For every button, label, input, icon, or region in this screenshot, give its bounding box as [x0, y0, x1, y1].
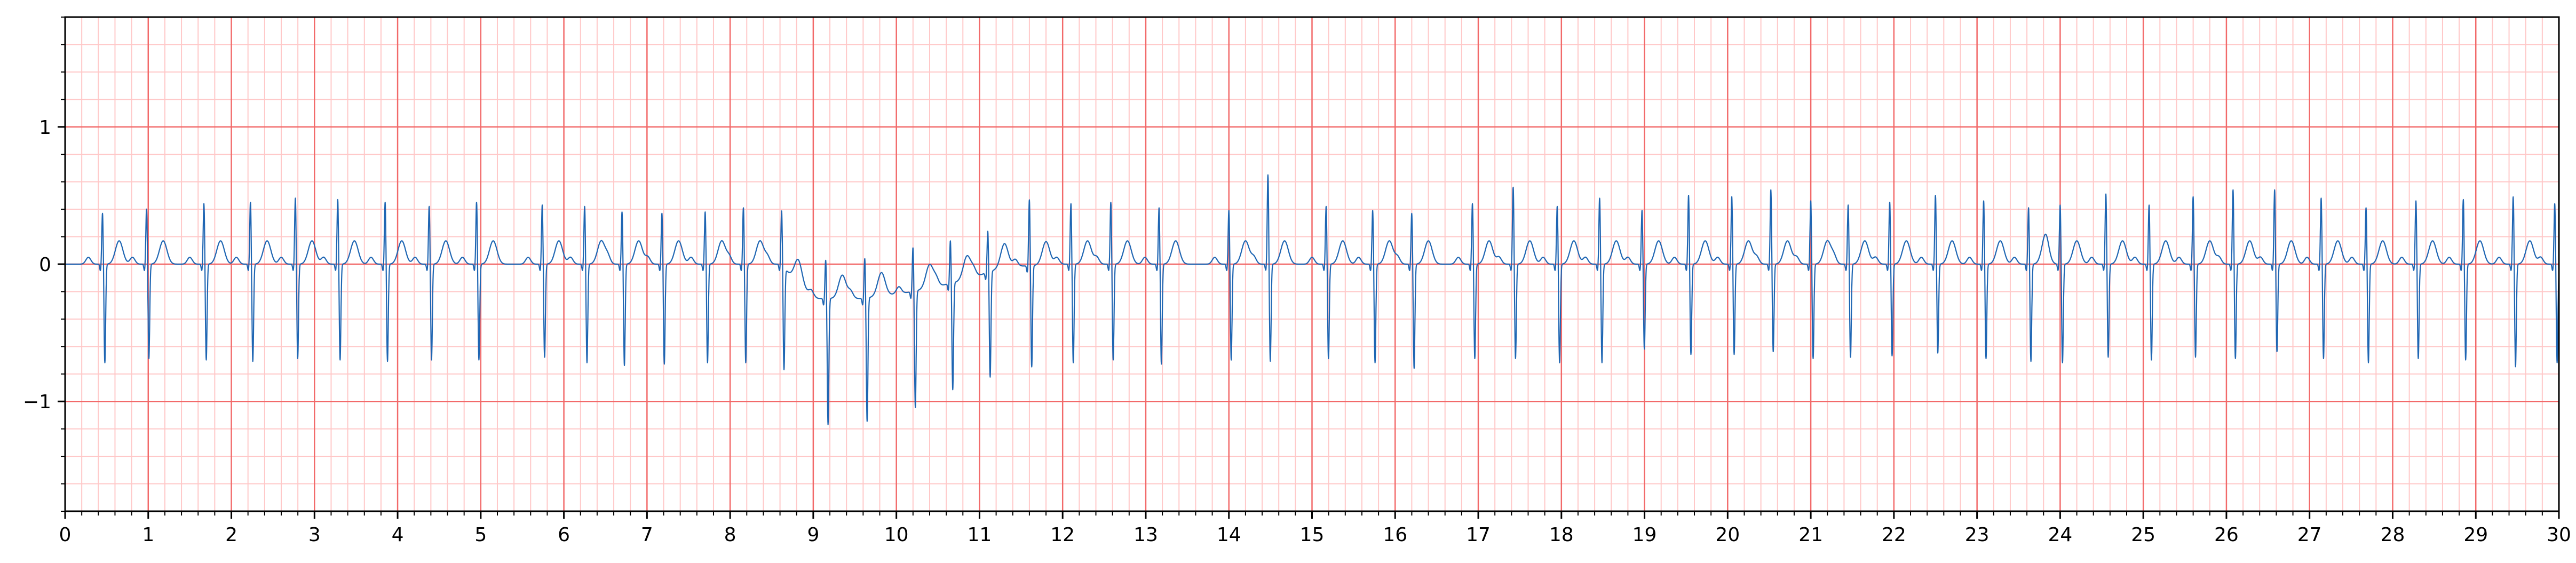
ecg-trace-line [65, 174, 2560, 425]
x-axis: 0 1 2 3 4 5 6 7 8 9 10 11 12 13 14 15 16 17 18 19 20 21 22 23 24… [59, 511, 2571, 546]
r-peak-point [1770, 188, 1771, 189]
r-peak-point [2415, 199, 2416, 200]
r-peak-point [1326, 204, 1327, 205]
r-peak-point [476, 201, 477, 202]
x-tick-label: 26 [2214, 524, 2239, 546]
x-tick-label: 16 [1383, 524, 1407, 546]
r-peak-point [2274, 188, 2275, 189]
x-tick-label: 6 [558, 524, 570, 546]
r-peak-point [781, 209, 782, 210]
r-peak-point [1731, 195, 1732, 196]
r-peak-point [1983, 199, 1984, 200]
y-tick-label: −1 [23, 391, 51, 413]
x-tick-label: 12 [1050, 524, 1075, 546]
x-tick-label: 4 [392, 524, 404, 546]
r-peak-point [2232, 188, 2233, 189]
r-peak-point [1159, 206, 1160, 207]
x-tick-label: 19 [1632, 524, 1657, 546]
x-tick-label: 10 [884, 524, 909, 546]
x-tick-label: 3 [308, 524, 321, 546]
r-peak-point [102, 211, 103, 212]
r-peak-point [2512, 195, 2514, 196]
r-peak-point [2059, 203, 2060, 204]
ecg-trace-series [65, 173, 2560, 425]
r-peak-point [1472, 202, 1473, 203]
x-tick-label: 21 [1798, 524, 1823, 546]
x-tick-label: 25 [2131, 524, 2155, 546]
x-tick-label: 27 [2297, 524, 2322, 546]
r-peak-point [1071, 202, 1072, 203]
x-tick-label: 22 [1882, 524, 1906, 546]
y-tick-label: 1 [39, 117, 51, 139]
r-peak-point [1848, 203, 1849, 204]
r-peak-point [250, 201, 251, 202]
r-peak-point [1889, 201, 1890, 202]
r-peak-point [1411, 211, 1412, 212]
r-peak-point [1935, 194, 1936, 195]
r-peak-point [1810, 199, 1811, 200]
r-peak-point [661, 211, 662, 212]
major-grid [64, 17, 2560, 511]
r-peak-point [987, 229, 988, 231]
r-peak-point [1557, 204, 1558, 205]
r-peak-point [542, 203, 543, 204]
r-peak-point [2366, 206, 2367, 207]
r-peak-point [1111, 201, 1112, 202]
x-tick-label: 9 [807, 524, 819, 546]
r-peak-point [825, 258, 826, 259]
x-tick-label: 23 [1965, 524, 1990, 546]
x-tick-label: 11 [968, 524, 992, 546]
r-peak-point [1372, 209, 1373, 210]
r-peak-point [2193, 195, 2194, 196]
r-peak-point [622, 210, 623, 211]
r-peak-point [2149, 203, 2150, 204]
x-tick-label: 18 [1549, 524, 1574, 546]
r-peak-point [1599, 196, 1600, 197]
r-peak-point [2028, 206, 2029, 207]
x-tick-label: 15 [1300, 524, 1325, 546]
x-tick-label: 1 [142, 524, 154, 546]
r-peak-point [337, 198, 338, 199]
r-peak-point [950, 239, 951, 240]
r-peak-point [146, 208, 147, 209]
x-tick-label: 28 [2381, 524, 2405, 546]
x-tick-label: 0 [59, 524, 72, 546]
x-tick-label: 2 [225, 524, 237, 546]
x-tick-label: 5 [474, 524, 487, 546]
x-tick-label: 8 [724, 524, 736, 546]
y-axis: −1 0 1 [23, 17, 65, 512]
x-tick-label: 29 [2463, 524, 2488, 546]
r-peak-point [385, 201, 386, 202]
r-peak-point [2554, 202, 2555, 203]
r-peak-point [203, 202, 204, 203]
r-peak-point [295, 196, 296, 197]
r-peak-point [743, 206, 744, 207]
r-peak-point [1228, 209, 1230, 210]
r-peak-point [1512, 185, 1513, 186]
x-tick-label: 24 [2048, 524, 2072, 546]
r-peak-point [429, 204, 430, 205]
x-tick-label: 20 [1715, 524, 1740, 546]
r-peak-point [1688, 194, 1689, 195]
r-peak-point [584, 204, 585, 205]
r-peak-point [2463, 198, 2464, 199]
r-peak-point [704, 210, 706, 211]
x-tick-label: 7 [641, 524, 653, 546]
r-peak-point [864, 257, 865, 258]
r-peak-point [2105, 192, 2106, 193]
y-tick-label: 0 [39, 254, 51, 276]
r-peak-point [913, 246, 914, 247]
r-peak-point [2321, 196, 2322, 197]
x-tick-label: 17 [1466, 524, 1491, 546]
x-tick-label: 30 [2547, 524, 2571, 546]
x-tick-label: 13 [1134, 524, 1158, 546]
r-peak-point [1029, 198, 1030, 199]
r-peak-point [1642, 209, 1643, 210]
r-peak-point [1267, 173, 1269, 174]
x-tick-label: 14 [1217, 524, 1241, 546]
